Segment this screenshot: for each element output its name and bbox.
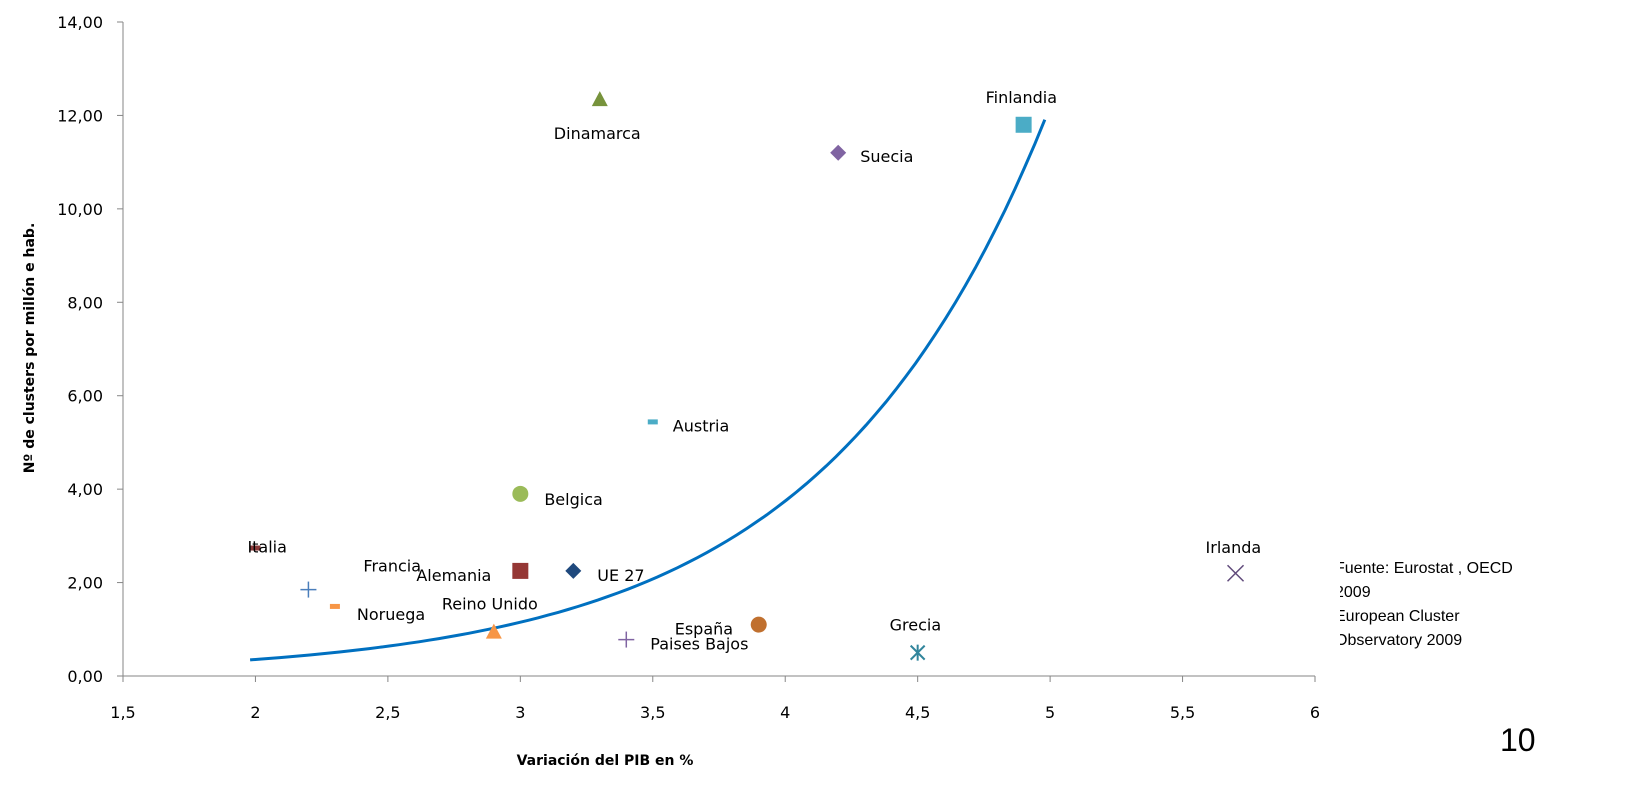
point-label-suecia: Suecia bbox=[860, 147, 913, 166]
chart-axes: 1,5 2 2,5 3 3,5 4 4,5 5 5,5 6 0,00 2,00 4,00 6,00 8,00… bbox=[57, 13, 1320, 722]
marker-paises-bajos bbox=[618, 631, 635, 648]
marker-belgica bbox=[512, 485, 529, 502]
point-label-reino-unido: Reino Unido bbox=[442, 595, 538, 614]
point-label-españa: España bbox=[675, 620, 733, 639]
point-label-dinamarca: Dinamarca bbox=[554, 124, 641, 143]
point-label-italia: Italia bbox=[247, 538, 287, 557]
point-label-grecia: Grecia bbox=[890, 616, 942, 635]
point-label-austria: Austria bbox=[673, 416, 730, 435]
data-points bbox=[250, 91, 1245, 661]
page-number: 10 bbox=[1500, 722, 1536, 758]
x-tick-label: 3 bbox=[515, 703, 525, 722]
y-tick-label: 10,00 bbox=[57, 200, 103, 219]
marker-noruega bbox=[329, 603, 340, 609]
y-tick-label: 12,00 bbox=[57, 106, 103, 125]
marker-suecia bbox=[830, 144, 847, 161]
marker-españa bbox=[750, 616, 767, 633]
point-label-noruega: Noruega bbox=[357, 605, 425, 624]
source-line: Fuente: Eurostat , OECD bbox=[1340, 560, 1513, 577]
marker-reino-unido bbox=[485, 623, 502, 639]
source-line: 2009 bbox=[1340, 584, 1371, 601]
marker-finlandia bbox=[1015, 116, 1032, 133]
point-label-irlanda: Irlanda bbox=[1206, 538, 1262, 557]
marker-austria bbox=[647, 419, 658, 425]
marker-grecia bbox=[909, 644, 926, 661]
point-label-alemania: Alemania bbox=[416, 566, 491, 585]
y-axis-title: Nº de clusters por millón e hab. bbox=[22, 223, 38, 474]
point-label-ue-27: UE 27 bbox=[597, 566, 644, 585]
marker-ue-27 bbox=[565, 562, 582, 579]
marker-dinamarca bbox=[591, 91, 608, 107]
y-tick-label: 4,00 bbox=[67, 480, 103, 499]
x-tick-label: 6 bbox=[1310, 703, 1320, 722]
x-tick-label: 4,5 bbox=[905, 703, 930, 722]
point-label-finlandia: Finlandia bbox=[986, 88, 1057, 107]
x-tick-label: 1,5 bbox=[110, 703, 135, 722]
point-label-francia: Francia bbox=[363, 557, 421, 576]
marker-alemania bbox=[512, 562, 529, 579]
x-tick-label: 2,5 bbox=[375, 703, 400, 722]
x-tick-label: 4 bbox=[780, 703, 790, 722]
x-tick-label: 3,5 bbox=[640, 703, 665, 722]
y-tick-label: 8,00 bbox=[67, 293, 103, 312]
trendline-group bbox=[249, 119, 1047, 662]
point-label-paises-bajos: Paises Bajos bbox=[650, 635, 748, 654]
y-tick-label: 0,00 bbox=[67, 667, 103, 686]
point-labels: Italia Francia Noruega Reino Unido Alemania B… bbox=[247, 88, 1261, 654]
source-note: Fuente: Eurostat , OECD 2009 European Cl… bbox=[1340, 557, 1572, 653]
y-tick-label: 2,00 bbox=[67, 574, 103, 593]
marker-italia bbox=[250, 545, 261, 551]
y-tick-label: 14,00 bbox=[57, 13, 103, 32]
x-tick-label: 5,5 bbox=[1170, 703, 1195, 722]
y-tick-label: 6,00 bbox=[67, 387, 103, 406]
x-tick-label: 5 bbox=[1045, 703, 1055, 722]
source-line: Observatory 2009 bbox=[1340, 632, 1463, 649]
marker-irlanda bbox=[1227, 564, 1245, 582]
x-tick-label: 2 bbox=[250, 703, 260, 722]
x-axis-title: Variación del PIB en % bbox=[517, 753, 694, 769]
source-line: European Cluster bbox=[1340, 608, 1460, 625]
trendline bbox=[249, 119, 1047, 662]
point-label-belgica: Belgica bbox=[544, 490, 602, 509]
marker-francia bbox=[300, 581, 317, 598]
